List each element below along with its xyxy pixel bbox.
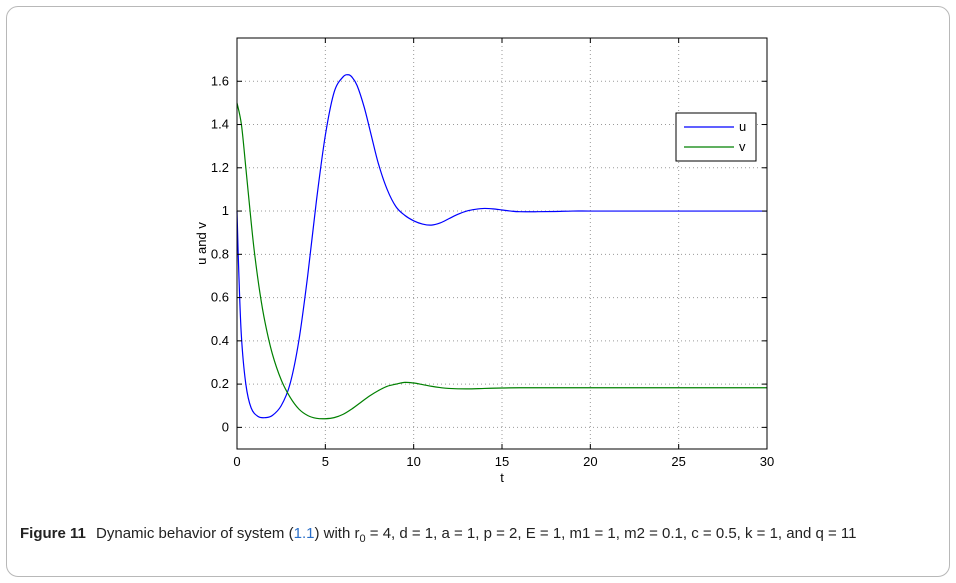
x-axis-label: t <box>500 470 504 485</box>
legend-box <box>675 112 757 162</box>
x-tick-label: 10 <box>406 454 420 469</box>
series-line-u <box>236 74 767 419</box>
caption-text-middle: ) with r <box>314 525 360 542</box>
grid-lines <box>237 38 767 449</box>
x-tick-label: 30 <box>760 454 774 469</box>
y-axis-label: u and v <box>194 222 209 265</box>
caption-text-start: Dynamic behavior of system ( <box>96 525 294 542</box>
y-tick-label: 0.2 <box>211 376 229 391</box>
x-tick-label: 20 <box>583 454 597 469</box>
y-tick-label: 0 <box>222 419 229 434</box>
x-tick-label: 25 <box>671 454 685 469</box>
axis-ticks: 0 5 10 15 20 25 30 0 0.2 0.4 0.6 0.8 1 1.2 1.4 1.6 <box>211 38 774 469</box>
x-tick-label: 5 <box>322 454 329 469</box>
y-tick-label: 1.6 <box>211 73 229 88</box>
caption-label: Figure 11 <box>20 525 86 542</box>
y-tick-label: 0.4 <box>211 333 229 348</box>
legend-label-u: u <box>739 119 746 134</box>
legend: uv <box>675 112 757 162</box>
figure-caption: Figure 11 Dynamic behavior of system (1.… <box>20 525 857 545</box>
line-chart: 0 5 10 15 20 25 30 0 0.2 0.4 0.6 0.8 1 1.2 1.4 1.6 t u … <box>194 37 774 485</box>
y-tick-label: 1.4 <box>211 117 229 132</box>
series-lines <box>236 74 767 420</box>
equation-reference-link[interactable]: 1.1 <box>293 525 315 542</box>
series-line-v <box>236 102 767 420</box>
y-tick-label: 1.2 <box>211 160 229 175</box>
x-tick-label: 15 <box>495 454 509 469</box>
y-tick-label: 0.8 <box>211 246 229 261</box>
y-tick-label: 1 <box>222 203 229 218</box>
legend-label-v: v <box>739 139 746 154</box>
y-tick-label: 0.6 <box>211 290 229 305</box>
x-tick-label: 0 <box>233 454 240 469</box>
figure-frame <box>6 6 950 577</box>
caption-parameters: = 4, d = 1, a = 1, p = 2, E = 1, m1 = 1,… <box>369 525 857 542</box>
